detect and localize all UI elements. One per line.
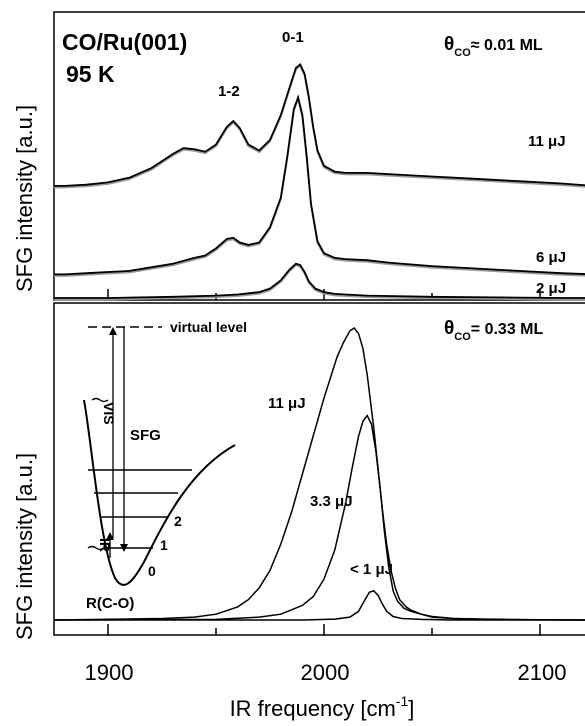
top-coverage-prefix: θ — [444, 34, 454, 55]
level-2-label: 2 — [174, 513, 182, 529]
bottom-coverage-sub: CO — [454, 331, 471, 343]
vis-label: VIS — [101, 402, 117, 425]
vis-arrowhead — [109, 327, 117, 335]
series-label-11uJ-top: 11 μJ — [528, 133, 566, 150]
x-axis-title: IR frequency [cm-1] — [230, 693, 415, 721]
top-panel-title-line2: 95 K — [66, 61, 115, 87]
xtick-label-2100: 2100 — [518, 660, 567, 685]
series-label-3p3uJ-bottom: 3.3 μJ — [310, 493, 353, 510]
top-panel: CO/Ru(001) 95 K θCO≈ 0.01 ML 0-1 1-2 11 … — [12, 11, 585, 301]
top-coverage-suffix: ≈ 0.01 ML — [471, 37, 543, 54]
series-label-2uJ-top: 2 μJ — [536, 280, 566, 297]
series-label-11uJ-bottom: 11 μJ — [268, 395, 306, 412]
bottom-series-11J — [53, 326, 585, 621]
bottom-series-33J — [53, 414, 585, 621]
bottom-coverage-prefix: θ — [444, 318, 454, 339]
xtick-label-1900: 1900 — [85, 660, 134, 685]
top-series-data-11J — [54, 64, 585, 189]
bottom-ylabel: SFG intensity [a.u.] — [12, 453, 37, 640]
top-panel-series — [54, 62, 585, 301]
series-label-6uJ-top: 6 μJ — [536, 249, 566, 266]
potential-well-curve — [83, 399, 236, 586]
level-0-label: 0 — [148, 563, 156, 579]
vis-wave-icon — [91, 397, 109, 403]
energy-level-inset — [83, 326, 236, 586]
top-series-fit-6J — [54, 94, 585, 276]
virtual-level-label: virtual level — [170, 319, 247, 335]
top-coverage-sub: CO — [454, 47, 471, 59]
inset-xlabel: R(C-O) — [86, 595, 134, 612]
top-series-data-6J — [54, 95, 585, 277]
top-panel-title-line1: CO/Ru(001) — [62, 29, 187, 55]
bottom-coverage-label: θCO= 0.33 ML — [444, 318, 543, 343]
bottom-panel: θCO= 0.33 ML 11 μJ 3.3 μJ < 1 μJ SFG int… — [12, 302, 585, 721]
bottom-coverage-suffix: = 0.33 ML — [471, 321, 544, 338]
xtick-label-2000: 2000 — [301, 660, 350, 685]
bottom-series-1J — [54, 589, 585, 621]
level-1-label: 1 — [160, 537, 168, 553]
ir-arrowhead — [106, 532, 114, 540]
top-series-fit-11J — [54, 62, 585, 187]
bottom-panel-ticks — [107, 624, 541, 635]
ir-label: IR — [97, 538, 113, 552]
peak-label-1-2: 1-2 — [218, 83, 240, 100]
top-ylabel: SFG intensity [a.u.] — [12, 105, 37, 292]
series-label-lt1uJ-bottom: < 1 μJ — [350, 561, 393, 578]
peak-label-0-1: 0-1 — [282, 29, 304, 46]
sfg-label: SFG — [130, 427, 161, 444]
ir-wave-icon — [87, 545, 105, 551]
bottom-panel-series — [53, 326, 585, 621]
top-coverage-label: θCO≈ 0.01 ML — [444, 34, 543, 59]
sfg-arrowhead — [120, 544, 128, 552]
top-series-fit-2J — [54, 262, 585, 299]
